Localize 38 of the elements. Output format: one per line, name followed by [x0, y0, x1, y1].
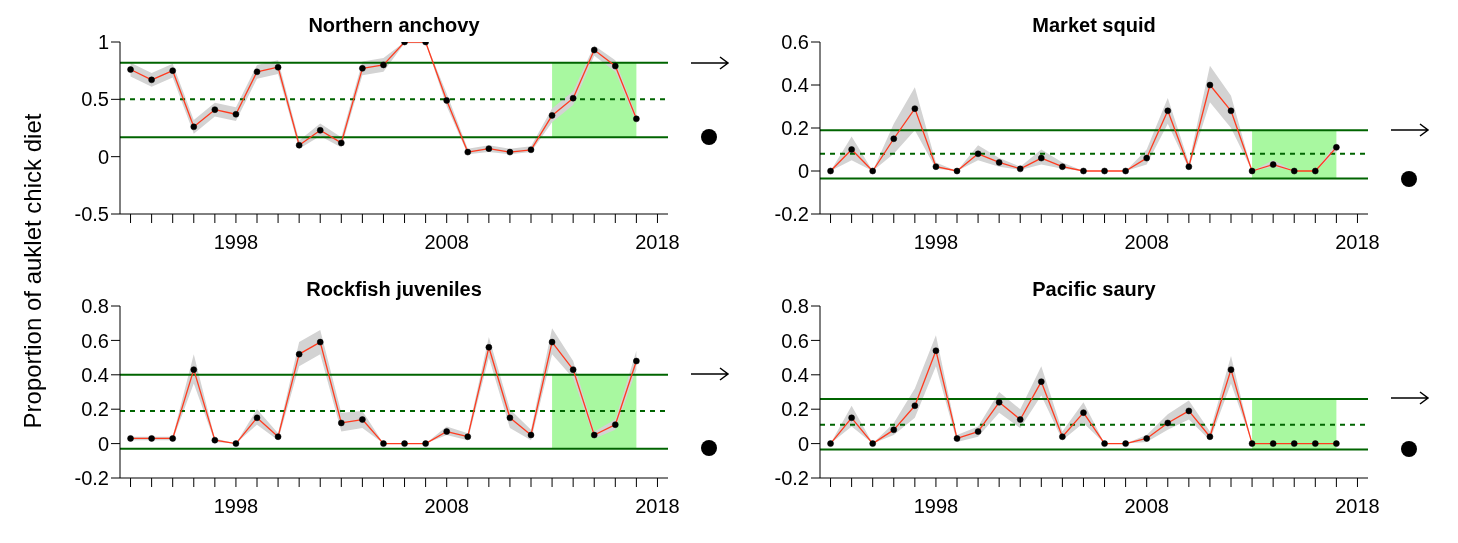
x-tick-label: 1998: [913, 231, 959, 254]
y-tick-label: 0.6: [781, 329, 809, 351]
chart-title: Northern anchovy: [307, 14, 481, 37]
x-tick-label: 2018: [635, 231, 680, 254]
y-tick-label: 0.2: [81, 397, 109, 420]
y-tick-label: 1: [97, 31, 109, 54]
y-tick-label: 0.2: [781, 117, 809, 140]
y-tick-label: 0: [97, 145, 109, 168]
y-tick-label: 0.6: [781, 31, 809, 54]
x-tick-label: 2018: [635, 494, 680, 517]
y-tick-label: 0.8: [781, 294, 809, 317]
x-tick-label: 2018: [1335, 231, 1380, 254]
x-tick-label: 2008: [1124, 494, 1169, 517]
x-tick-label: 1998: [213, 494, 259, 517]
y-tick-label: 0.4: [781, 363, 809, 386]
y-tick-label: 0.8: [81, 294, 109, 317]
y-tick-label: 0: [97, 432, 109, 455]
y-tick-label: -0.2: [774, 466, 809, 489]
y-tick-label: 0.4: [781, 74, 809, 97]
y-axis-title: Proportion of auklet chick diet: [19, 113, 47, 429]
chart-title: Market squid: [1031, 14, 1157, 37]
x-tick-label: 2008: [1124, 231, 1169, 254]
y-tick-label: 0: [797, 432, 809, 455]
y-tick-label: 0.5: [81, 88, 109, 111]
chart-title: Pacific saury: [1031, 277, 1157, 301]
y-tick-label: 0: [797, 160, 809, 183]
y-tick-label: -0.2: [774, 203, 809, 226]
x-tick-label: 2008: [424, 231, 469, 254]
chart-title: Rockfish juveniles: [305, 277, 483, 301]
y-tick-label: -0.5: [74, 203, 109, 226]
y-tick-label: -0.2: [74, 466, 109, 489]
y-tick-label: 0.4: [81, 363, 109, 386]
y-tick-label: 0.2: [781, 397, 809, 420]
x-tick-label: 1998: [913, 494, 959, 517]
y-tick-label: 0.6: [81, 329, 109, 351]
x-tick-label: 2008: [424, 494, 469, 517]
x-tick-label: 2018: [1335, 494, 1380, 517]
x-tick-label: 1998: [213, 231, 259, 254]
